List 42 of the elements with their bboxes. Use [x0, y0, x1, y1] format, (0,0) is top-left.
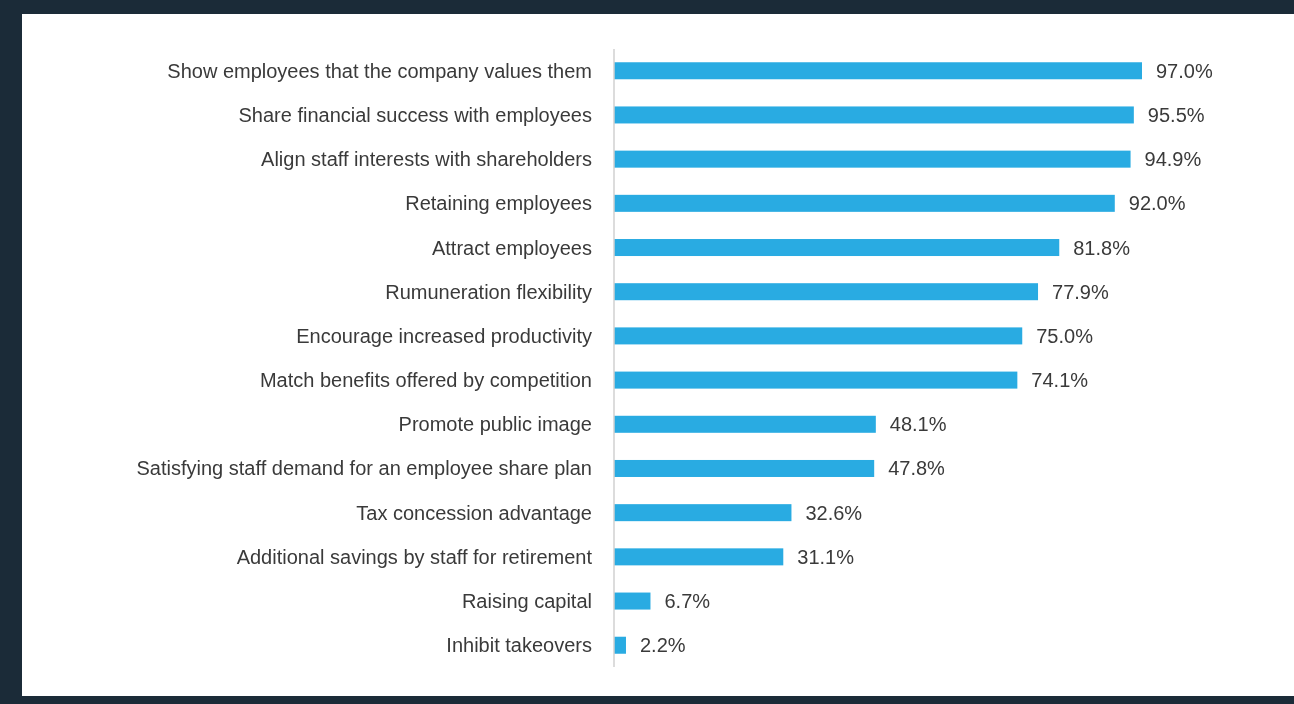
bar [614, 327, 1023, 345]
bar [614, 106, 1134, 124]
data-label: 94.9% [1144, 148, 1202, 171]
data-label: 74.1% [1031, 369, 1089, 392]
data-label: 77.9% [1052, 280, 1109, 303]
y-tick-label: Rumuneration flexibility [385, 280, 592, 303]
data-label: 75.0% [1036, 324, 1094, 347]
data-label: 95.5% [1147, 103, 1205, 126]
y-tick-label: Share financial success with employees [238, 103, 592, 126]
bar [614, 636, 626, 654]
bar [614, 592, 651, 610]
y-tick-label: Encourage increased productivity [296, 324, 592, 347]
y-tick-label: Align staff interests with shareholders [261, 148, 592, 171]
bar [614, 459, 875, 477]
y-tick-label: Satisfying staff demand for an employee share plan [136, 457, 592, 480]
y-tick-label: Show employees that the company values them [167, 59, 592, 82]
data-label: 81.8% [1073, 236, 1131, 259]
bar [614, 504, 792, 522]
data-label: 97.0% [1156, 59, 1213, 82]
data-label: 31.1% [797, 545, 855, 568]
y-tick-label: Attract employees [431, 236, 592, 259]
y-tick-label: Additional savings by staff for retirement [236, 545, 593, 568]
bar [614, 548, 784, 566]
y-tick-label: Promote public image [398, 413, 592, 436]
bar [614, 283, 1039, 301]
data-label: 92.0% [1128, 192, 1186, 215]
data-label: 6.7% [664, 590, 711, 613]
data-label: 47.8% [888, 457, 946, 480]
y-tick-label: Retaining employees [405, 192, 592, 215]
bar [614, 62, 1142, 80]
bar [614, 371, 1018, 389]
bar [614, 194, 1115, 212]
bar [614, 150, 1131, 168]
y-tick-label: Tax concession advantage [356, 501, 592, 524]
y-tick-label: Match benefits offered by competition [259, 369, 592, 392]
bar [614, 415, 876, 433]
data-label: 32.6% [805, 501, 863, 524]
data-label: 48.1% [889, 413, 947, 436]
y-tick-label: Inhibit takeovers [446, 634, 592, 657]
bar [614, 239, 1060, 257]
y-tick-label: Raising capital [461, 590, 592, 613]
data-label: 2.2% [639, 634, 686, 657]
